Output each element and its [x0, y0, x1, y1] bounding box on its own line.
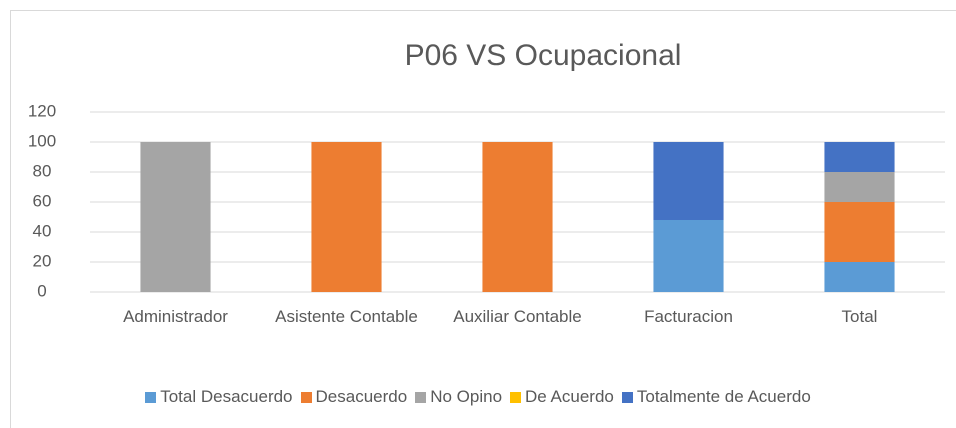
chart-title: P06 VS Ocupacional	[405, 39, 682, 72]
legend-swatch	[415, 391, 427, 403]
y-tick-label: 0	[37, 281, 46, 300]
legend-label: No Opino	[430, 387, 503, 406]
bar-segment	[311, 142, 382, 292]
bar-segment	[482, 142, 553, 292]
legend-item: No Opino	[415, 387, 502, 407]
legend-item: Desacuerdo	[300, 387, 408, 407]
bar-segment	[824, 142, 895, 172]
x-tick-label: Total	[841, 307, 878, 326]
y-tick-label: 60	[33, 191, 52, 210]
legend-item: Totalmente de Acuerdo	[621, 387, 811, 407]
legend-item: Total Desacuerdo	[145, 387, 293, 407]
y-tick-label: 120	[28, 101, 56, 120]
legend-label: Desacuerdo	[315, 387, 408, 406]
legend-swatch	[621, 391, 633, 403]
legend-swatch	[510, 391, 522, 403]
y-tick-label: 20	[33, 251, 52, 270]
x-tick-label: Administrador	[123, 307, 228, 326]
bar-segment	[140, 142, 211, 292]
y-tick-label: 100	[28, 131, 56, 150]
bar-segment	[824, 262, 895, 292]
legend-swatch	[145, 391, 157, 403]
legend-item: De Acuerdo	[510, 387, 614, 407]
legend-label: Total Desacuerdo	[160, 387, 293, 406]
y-tick-label: 80	[33, 161, 52, 180]
x-tick-label: Facturacion	[644, 307, 733, 326]
legend-swatch	[300, 391, 312, 403]
legend-label: Totalmente de Acuerdo	[636, 387, 811, 406]
x-tick-label: Asistente Contable	[275, 307, 418, 326]
legend: Total Desacuerdo Desacuerdo No Opino De Acu…	[0, 387, 956, 407]
bar-segment	[653, 142, 724, 220]
y-tick-label: 40	[33, 221, 52, 240]
legend-label: De Acuerdo	[525, 387, 614, 406]
bar-segment	[824, 202, 895, 262]
bar-segment	[653, 220, 724, 292]
x-tick-label: Auxiliar Contable	[453, 307, 582, 326]
chart-border	[10, 10, 956, 428]
bar-segment	[824, 172, 895, 202]
